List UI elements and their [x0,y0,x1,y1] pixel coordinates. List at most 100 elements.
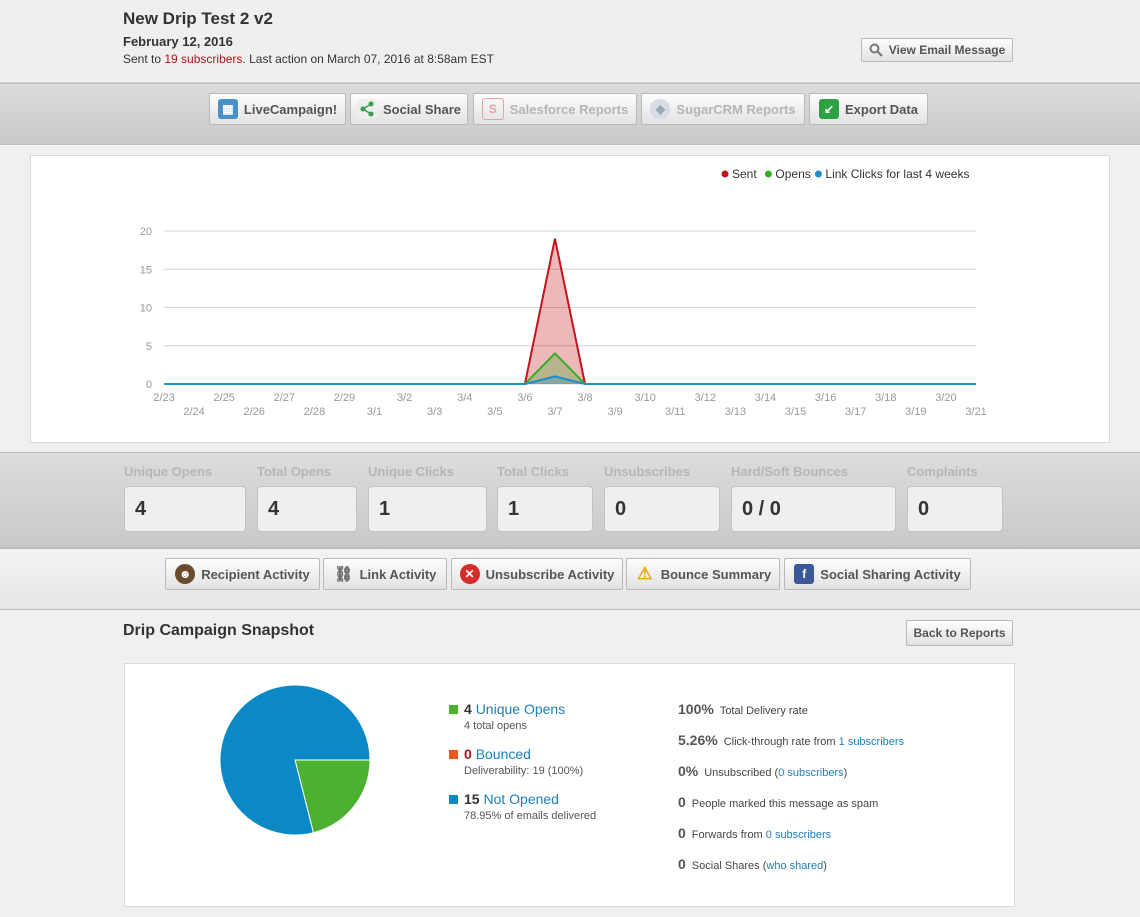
bounce-summary-label: Bounce Summary [660,566,772,582]
y-tick-label: 0 [146,379,152,391]
bounced-swatch [449,750,458,759]
x-tick-label: 3/4 [457,392,472,404]
view-email-label: View Email Message [888,43,1006,57]
link-activity-label: Link Activity [359,566,437,582]
metric-delivery: 100% Total Delivery rate [678,701,808,717]
link-activity-button[interactable]: ⛓ Link Activity [323,558,447,590]
social-share-button[interactable]: Social Share [350,93,468,125]
unsub-close: ) [843,767,848,779]
y-tick-label: 15 [140,264,152,276]
x-tick-label: 3/20 [935,392,956,404]
ctr-label: Click-through rate from [723,736,839,748]
salesforce-icon: S [481,98,504,120]
recipient-activity-button[interactable]: ☻ Recipient Activity [165,558,320,590]
x-tick-label: 2/29 [334,392,355,404]
warning-icon: ⚠ [637,564,653,583]
stat-value: 4 [257,486,357,532]
x-tick-label: 3/18 [875,392,896,404]
x-tick-label: 2/23 [153,392,174,404]
not-opened-link[interactable]: Not Opened [483,791,559,807]
fwd-link[interactable]: 0 subscribers [765,829,832,841]
x-tick-label: 3/7 [547,406,562,418]
snapshot-pie-chart [219,684,371,836]
export-data-button[interactable]: ↙ Export Data [809,93,928,125]
share-link[interactable]: who shared [766,860,824,872]
chain-link-icon: ⛓ [334,566,354,583]
unsub-label: Unsubscribed ( [704,767,779,779]
metric-ctr: 5.26% Click-through rate from 1 subscribe… [678,732,904,748]
x-tick-label: 3/3 [427,406,442,418]
unique-opens-link[interactable]: Unique Opens [475,701,566,717]
x-tick-label: 3/5 [487,406,502,418]
x-tick-label: 3/14 [755,392,776,404]
social-sharing-label: Social Sharing Activity [820,566,961,582]
share-icon [356,99,377,119]
x-tick-label: 2/27 [274,392,295,404]
view-email-button[interactable]: View Email Message [861,38,1013,62]
unique-opens-swatch [449,705,458,714]
spam-value: 0 [678,794,686,810]
ctr-link[interactable]: 1 subscribers [838,736,905,748]
delivery-value: 100% [678,701,714,717]
x-tick-label: 3/10 [634,392,655,404]
x-tick-label: 3/16 [815,392,836,404]
x-tick-label: 3/17 [845,406,866,418]
unsubscribe-activity-button[interactable]: ✕ Unsubscribe Activity [451,558,623,590]
stat-label: Total Opens [257,464,332,479]
stat-label: Unique Opens [124,464,213,479]
x-circle-icon: ✕ [459,564,480,584]
legend-dot [721,170,729,178]
livecampaign-button[interactable]: ▦ LiveCampaign! [209,93,346,125]
x-tick-label: 3/9 [607,406,622,418]
stat-value: 0 [907,486,1003,532]
subscribers-link[interactable]: 19 subscribers [164,52,243,66]
share-value: 0 [678,856,686,872]
not-opened-swatch [449,795,458,804]
stat-value: 1 [368,486,487,532]
stat-label: Complaints [907,464,978,479]
x-tick-label: 3/12 [695,392,716,404]
legend-unique-opens: 4 Unique Opens [449,701,565,717]
x-tick-label: 2/25 [213,392,234,404]
stat-label: Total Clicks [497,464,570,479]
unsub-value: 0% [678,763,699,779]
x-tick-label: 3/13 [725,406,746,418]
legend-bounced: 0 Bounced [449,746,531,762]
unsub-link[interactable]: 0 subscribers [778,767,844,779]
x-tick-label: 3/19 [905,406,926,418]
salesforce-reports-button[interactable]: S Salesforce Reports [473,93,637,125]
legend-label: Link Clicks for last 4 weeks [825,167,969,181]
sugarcrm-label: SugarCRM Reports [676,101,796,117]
y-tick-label: 20 [140,226,152,238]
share-close: ) [823,860,827,872]
social-share-label: Social Share [382,101,462,117]
not-opened-count: 15 [464,791,480,807]
bounce-summary-button[interactable]: ⚠ Bounce Summary [626,558,780,590]
bounced-sub: Deliverability: 19 (100%) [464,765,584,777]
y-tick-label: 5 [146,341,152,353]
pie-slice-not-opened [219,684,371,836]
x-tick-label: 2/28 [304,406,325,418]
stat-value: 0 [604,486,720,532]
delivery-label: Total Delivery rate [719,705,808,717]
unique-opens-sub: 4 total opens [464,720,527,732]
sent-suffix: . Last action on March 07, 2016 at 8:58a… [242,52,494,66]
legend-dot [814,170,822,178]
bounced-link[interactable]: Bounced [475,746,531,762]
social-sharing-activity-button[interactable]: f Social Sharing Activity [784,558,971,590]
activity-chart-card: 0 5 10 15 20 2/23 2/24 2/25 2/26 2/27 2/28 2/29 3/1 3… [30,155,1110,443]
fwd-label: Forwards from [691,829,766,841]
unsubscribe-activity-label: Unsubscribe Activity [485,566,615,582]
sugarcrm-reports-button[interactable]: ◆ SugarCRM Reports [641,93,805,125]
page-title: New Drip Test 2 v2 [123,9,273,28]
unique-opens-count: 4 [464,701,472,717]
x-tick-label: 3/8 [577,392,592,404]
legend-not-opened: 15 Not Opened [449,791,559,807]
sent-prefix: Sent to [123,52,165,66]
legend-label: Sent [732,167,757,181]
legend-label: Opens [775,167,810,181]
back-to-reports-button[interactable]: Back to Reports [906,620,1013,646]
stat-label: Unique Clicks [368,464,454,479]
stat-label: Hard/Soft Bounces [731,464,849,479]
snapshot-title: Drip Campaign Snapshot [123,622,315,639]
